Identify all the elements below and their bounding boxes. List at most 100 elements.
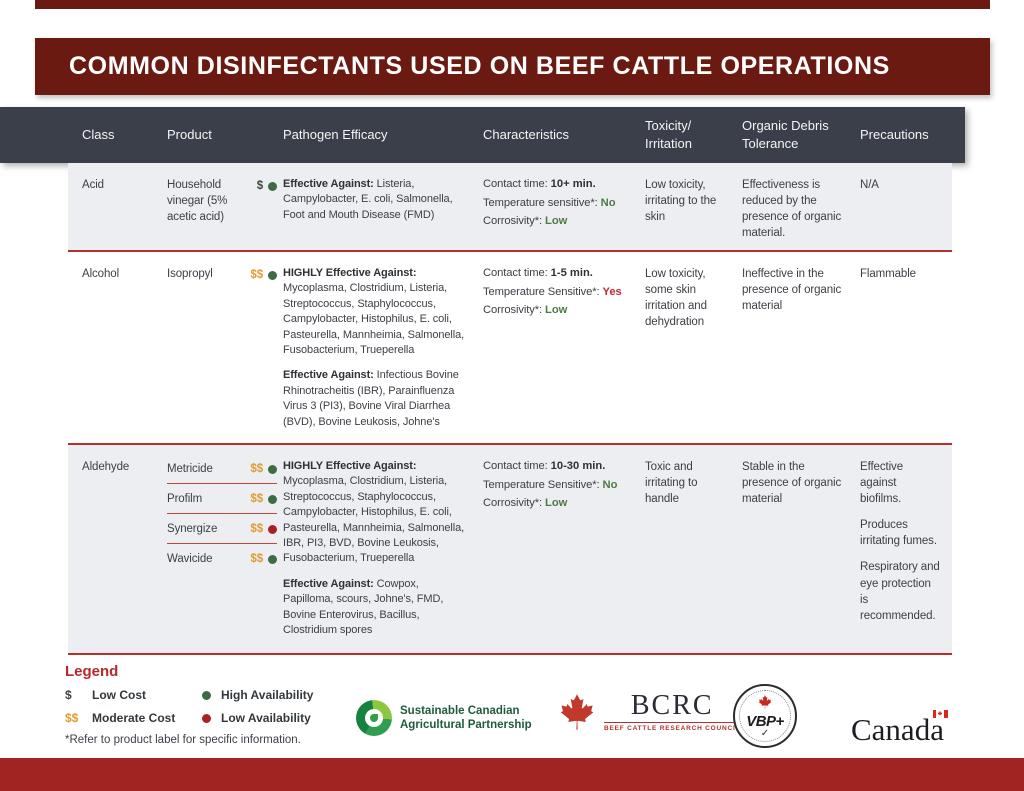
canada-flag-icon xyxy=(932,710,948,718)
legend: Legend $ Low Cost High Availability $$ M… xyxy=(65,663,355,746)
precaution-paragraph: Flammable xyxy=(860,268,916,280)
product-name: Wavicide xyxy=(167,553,213,566)
low-availability-dot-icon xyxy=(202,713,211,723)
product-item: Isopropyl $$ xyxy=(167,266,277,282)
canada-logo: Canada xyxy=(851,710,948,747)
low-cost-symbol: $ xyxy=(65,688,72,702)
precaution-paragraph: Respiratory and eye protection is recomm… xyxy=(860,561,940,622)
column-header-efficacy: Pathogen Efficacy xyxy=(283,127,388,143)
efficacy-lead: Effective Against: xyxy=(283,369,374,382)
characteristic-line: Corrosivity*: Low xyxy=(483,304,568,317)
column-header-class: Class xyxy=(82,127,115,143)
availability-dot-icon xyxy=(268,181,277,191)
product-meta: $$ xyxy=(250,267,277,283)
product-name: Isopropyl xyxy=(167,268,213,280)
page-title: COMMON DISINFECTANTS USED ON BEEF CATTLE… xyxy=(69,52,890,80)
product-name: Synergize xyxy=(167,523,218,536)
pathogen-efficacy-cell: HIGHLY Effective Against: Mycoplasma, Cl… xyxy=(283,266,483,443)
efficacy-paragraph: Effective Against: Infectious Bovine Rhi… xyxy=(283,369,459,428)
canada-wordmark-text: Canada xyxy=(851,712,944,747)
product-meta: $$ xyxy=(250,521,277,537)
characteristic-value: No xyxy=(602,478,618,491)
table-row-acid: Acid Household vinegar (5% acetic acid) $ E… xyxy=(68,163,952,252)
characteristic-line: Corrosivity*: Low xyxy=(483,215,568,228)
product-cell: Household vinegar (5% acetic acid) $ xyxy=(167,177,283,250)
cost-indicator: $ xyxy=(256,180,263,192)
toxicity-cell: Toxic and irritating to handle xyxy=(645,461,698,506)
availability-dot-icon xyxy=(268,524,277,534)
characteristic-value: Low xyxy=(545,304,568,317)
efficacy-lead: HIGHLY Effective Against: xyxy=(283,267,417,279)
organic-debris-cell: Stable in the presence of organic materi… xyxy=(742,461,842,506)
precautions-cell: N/A xyxy=(860,177,952,250)
characteristic-line: Temperature Sensitive*: No xyxy=(483,478,618,491)
cost-indicator: $$ xyxy=(250,493,263,506)
characteristic-value: 1-5 min. xyxy=(550,267,593,279)
legend-row-cost-low: $$ Moderate Cost Low Availability xyxy=(65,711,355,725)
pathogen-efficacy-cell: Effective Against: Listeria, Campylobact… xyxy=(283,177,483,250)
efficacy-paragraph: HIGHLY Effective Against: Mycoplasma, Cl… xyxy=(283,267,465,356)
availability-dot-icon xyxy=(268,270,277,280)
product-item: Synergize $$ xyxy=(167,519,277,545)
product-item: Household vinegar (5% acetic acid) $ xyxy=(167,177,277,225)
legend-footnote: *Refer to product label for specific inf… xyxy=(65,734,301,746)
high-availability-label: High Availability xyxy=(221,688,314,702)
characteristic-value: No xyxy=(600,196,616,209)
characteristics-cell: Contact time: 10+ min. Temperature sensit… xyxy=(483,177,645,250)
maple-leaf-icon xyxy=(757,694,773,709)
column-header-organic: Organic Debris Tolerance xyxy=(742,118,829,151)
cost-indicator: $$ xyxy=(250,553,263,566)
characteristic-line: Contact time: 10-30 min. xyxy=(483,460,606,472)
characteristic-value: Low xyxy=(545,215,568,228)
precaution-paragraph: Effective against biofilms. xyxy=(860,461,903,506)
product-meta: $$ xyxy=(250,551,277,567)
product-meta: $ xyxy=(257,178,277,194)
characteristic-value: 10+ min. xyxy=(550,178,596,190)
product-meta: $$ xyxy=(250,461,277,477)
characteristic-value: Low xyxy=(545,497,568,510)
efficacy-paragraph: Effective Against: Cowpox, Papilloma, sc… xyxy=(283,577,444,636)
vbp-checkmark-icon: ✓ xyxy=(760,727,770,739)
organic-debris-cell: Ineffective in the presence of organic m… xyxy=(742,268,842,313)
availability-dot-icon xyxy=(268,554,277,564)
efficacy-paragraph: HIGHLY Effective Against: Mycoplasma, Cl… xyxy=(283,460,465,565)
table-body: Acid Household vinegar (5% acetic acid) $ E… xyxy=(68,163,952,655)
characteristics-cell: Contact time: 1-5 min. Temperature Sensit… xyxy=(483,266,645,443)
moderate-cost-symbol: $$ xyxy=(65,711,79,725)
product-name: Household vinegar (5% acetic acid) xyxy=(167,179,228,224)
precaution-paragraph: N/A xyxy=(860,179,879,191)
availability-dot-icon xyxy=(268,494,277,504)
characteristics-cell: Contact time: 10-30 min. Temperature Sens… xyxy=(483,459,645,653)
bcrc-logo: BCRC BEEF CATTLE RESEARCH COUNCIL xyxy=(556,690,741,732)
title-bar: COMMON DISINFECTANTS USED ON BEEF CATTLE… xyxy=(35,38,990,95)
product-name: Metricide xyxy=(167,463,213,475)
characteristic-line: Contact time: 1-5 min. xyxy=(483,267,593,279)
bottom-bar xyxy=(0,758,1024,791)
toxicity-cell: Low toxicity, some skin irritation and d… xyxy=(645,268,707,329)
vbp-wordmark: VBP+ xyxy=(746,712,784,730)
precautions-cell: Flammable xyxy=(860,266,952,443)
column-header-precautions: Precautions xyxy=(860,127,929,143)
characteristic-line: Corrosivity*: Low xyxy=(483,497,568,510)
table-row-alcohol: Alcohol Isopropyl $$ HIGHLY Effective Again… xyxy=(68,252,952,445)
bcrc-wordmark: BCRC xyxy=(630,690,714,721)
characteristic-line: Temperature Sensitive*: Yes xyxy=(483,285,622,298)
scap-line1: Sustainable Canadian xyxy=(400,704,520,717)
top-accent-bar xyxy=(35,0,990,9)
column-header-characteristics: Characteristics xyxy=(483,127,569,143)
moderate-cost-label: Moderate Cost xyxy=(92,711,176,725)
precautions-cell: Effective against biofilms. Produces irri… xyxy=(860,459,952,653)
characteristic-value: 10-30 min. xyxy=(550,460,606,472)
organic-debris-cell: Effectiveness is reduced by the presence… xyxy=(742,179,842,240)
cost-indicator: $$ xyxy=(250,523,263,536)
product-cell: Isopropyl $$ xyxy=(167,266,283,443)
availability-dot-icon xyxy=(268,464,277,474)
product-item: Profilm $$ xyxy=(167,489,277,515)
product-item: Wavicide $$ xyxy=(167,549,277,573)
scap-logo-text: Sustainable Canadian Agricultural Partne… xyxy=(400,704,532,733)
characteristic-line: Temperature sensitive*: No xyxy=(483,196,616,209)
column-header-toxicity: Toxicity/ Irritation xyxy=(645,118,692,151)
vbp-logo: VBP+ ✓ xyxy=(733,684,797,748)
low-availability-label: Low Availability xyxy=(221,711,311,725)
